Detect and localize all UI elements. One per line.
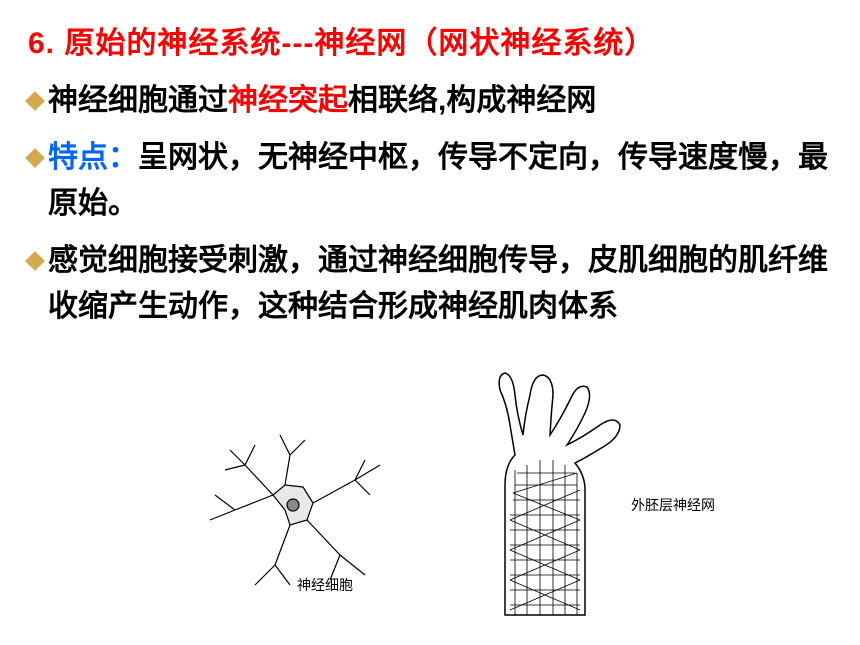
bullet-3: 感觉细胞接受刺激，通过神经细胞传导，皮肌细胞的肌纤维收缩产生动作，这种结合形成神… bbox=[28, 238, 832, 331]
bullet-1: 神经细胞通过神经突起相联络,构成神经网 bbox=[28, 78, 832, 125]
text-part: 神经细胞通过 bbox=[48, 84, 228, 117]
diamond-icon bbox=[25, 91, 45, 111]
figure-hydra-label: 外胚层神经网 bbox=[631, 495, 715, 515]
text-part: 特点： bbox=[48, 141, 138, 174]
bullet-2-text: 特点：呈网状，无神经中枢，传导不定向，传导速度慢，最原始。 bbox=[48, 135, 832, 228]
diamond-icon bbox=[25, 148, 45, 168]
text-part: 感觉细胞接受刺激，通过神经细胞传导，皮肌细胞的肌纤维收缩产生动作，这种结合形成神… bbox=[48, 244, 828, 324]
bullet-3-text: 感觉细胞接受刺激，通过神经细胞传导，皮肌细胞的肌纤维收缩产生动作，这种结合形成神… bbox=[48, 238, 832, 331]
figure-hydra: 外胚层神经网 bbox=[435, 365, 665, 625]
bullet-2: 特点：呈网状，无神经中枢，传导不定向，传导速度慢，最原始。 bbox=[28, 135, 832, 228]
slide-content: 6. 原始的神经系统---神经网（网状神经系统） 神经细胞通过神经突起相联络,构… bbox=[0, 0, 860, 359]
slide-title: 6. 原始的神经系统---神经网（网状神经系统） bbox=[28, 18, 832, 62]
bullet-1-text: 神经细胞通过神经突起相联络,构成神经网 bbox=[48, 78, 832, 125]
figure-neuron-label: 神经细胞 bbox=[297, 575, 353, 595]
text-part: 相联络,构成神经网 bbox=[348, 84, 596, 117]
neuron-icon bbox=[195, 425, 395, 595]
figure-neuron: 神经细胞 bbox=[195, 425, 395, 625]
diamond-icon bbox=[25, 251, 45, 271]
text-part: 呈网状，无神经中枢，传导不定向，传导速度慢，最原始。 bbox=[48, 141, 828, 221]
text-part: 神经突起 bbox=[228, 84, 348, 117]
figure-area: 神经细胞 外胚层神经网 bbox=[0, 365, 860, 625]
